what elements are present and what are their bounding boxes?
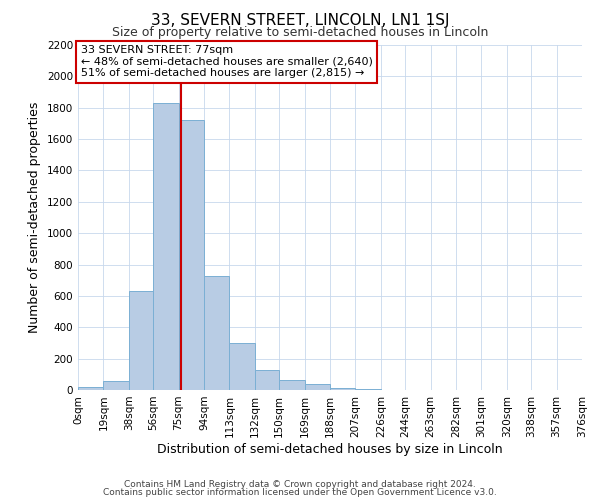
Bar bbox=[279, 380, 305, 390]
Text: Contains HM Land Registry data © Crown copyright and database right 2024.: Contains HM Land Registry data © Crown c… bbox=[124, 480, 476, 489]
X-axis label: Distribution of semi-detached houses by size in Lincoln: Distribution of semi-detached houses by … bbox=[157, 442, 503, 456]
Text: 33 SEVERN STREET: 77sqm
← 48% of semi-detached houses are smaller (2,640)
51% of: 33 SEVERN STREET: 77sqm ← 48% of semi-de… bbox=[80, 45, 373, 78]
Bar bbox=[355, 389, 381, 390]
Bar bbox=[330, 388, 355, 390]
Y-axis label: Number of semi-detached properties: Number of semi-detached properties bbox=[28, 102, 41, 333]
Bar bbox=[129, 291, 153, 390]
Bar bbox=[305, 384, 330, 390]
Bar bbox=[103, 380, 129, 390]
Text: Contains public sector information licensed under the Open Government Licence v3: Contains public sector information licen… bbox=[103, 488, 497, 497]
Text: 33, SEVERN STREET, LINCOLN, LN1 1SJ: 33, SEVERN STREET, LINCOLN, LN1 1SJ bbox=[151, 12, 449, 28]
Bar bbox=[255, 370, 279, 390]
Bar bbox=[229, 343, 255, 390]
Bar bbox=[78, 387, 103, 390]
Bar bbox=[179, 120, 204, 390]
Bar bbox=[204, 276, 229, 390]
Text: Size of property relative to semi-detached houses in Lincoln: Size of property relative to semi-detach… bbox=[112, 26, 488, 39]
Bar bbox=[153, 103, 179, 390]
